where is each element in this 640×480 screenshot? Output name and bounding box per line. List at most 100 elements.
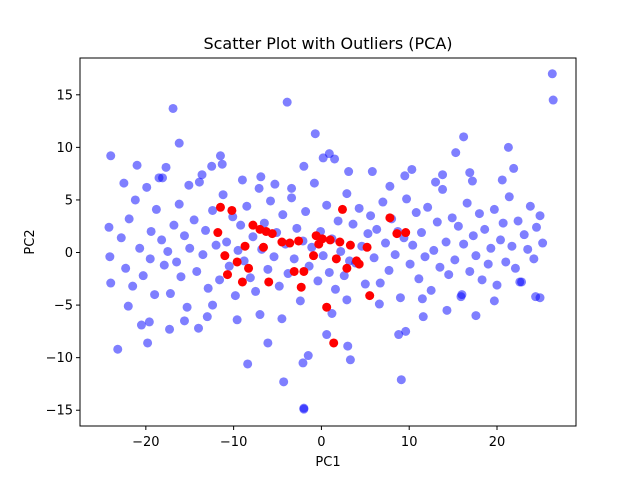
data-point bbox=[532, 222, 541, 232]
data-point bbox=[104, 222, 114, 232]
data-point bbox=[509, 163, 519, 173]
data-point bbox=[123, 301, 133, 311]
data-point bbox=[384, 265, 394, 275]
x-tick-label: −20 bbox=[132, 435, 159, 450]
data-point bbox=[202, 312, 212, 322]
data-point bbox=[232, 315, 242, 325]
data-point bbox=[416, 228, 426, 238]
data-point bbox=[144, 317, 154, 327]
data-point bbox=[345, 355, 355, 365]
outlier-point bbox=[215, 202, 225, 212]
data-point bbox=[176, 272, 186, 282]
data-point bbox=[307, 242, 317, 252]
data-point bbox=[504, 192, 514, 202]
data-point bbox=[274, 281, 284, 291]
data-point bbox=[342, 295, 352, 305]
data-point bbox=[462, 198, 472, 208]
data-point bbox=[189, 215, 199, 225]
data-point bbox=[513, 216, 523, 226]
data-point bbox=[378, 197, 388, 207]
data-point bbox=[318, 153, 328, 163]
data-point bbox=[525, 201, 535, 211]
data-point bbox=[395, 293, 405, 303]
data-point bbox=[322, 200, 332, 210]
data-point bbox=[278, 210, 288, 220]
data-point bbox=[339, 271, 349, 281]
outlier-point bbox=[277, 237, 287, 247]
data-point bbox=[381, 238, 390, 248]
data-point bbox=[309, 178, 319, 188]
data-point bbox=[270, 179, 280, 189]
data-point bbox=[523, 244, 533, 254]
y-tick-label: 5 bbox=[65, 193, 73, 208]
data-point bbox=[344, 167, 354, 177]
data-point bbox=[233, 245, 243, 255]
data-point bbox=[119, 178, 129, 188]
outlier-point bbox=[296, 282, 306, 292]
data-point bbox=[263, 264, 273, 274]
data-point bbox=[217, 159, 227, 169]
data-point bbox=[468, 231, 478, 241]
data-point bbox=[184, 180, 194, 190]
outlier-point bbox=[213, 228, 223, 238]
data-point bbox=[477, 275, 487, 285]
outlier-point bbox=[294, 236, 304, 246]
data-point bbox=[348, 219, 358, 229]
outlier-point bbox=[264, 277, 274, 287]
data-point bbox=[182, 302, 192, 312]
data-point bbox=[106, 151, 116, 161]
data-point bbox=[215, 275, 225, 285]
data-point bbox=[435, 262, 445, 272]
data-point bbox=[313, 276, 323, 286]
data-point bbox=[157, 235, 167, 245]
data-point bbox=[254, 183, 264, 193]
data-point bbox=[287, 183, 297, 193]
outlier-point bbox=[299, 266, 309, 276]
data-point bbox=[287, 193, 297, 203]
data-point bbox=[496, 235, 505, 245]
data-point bbox=[535, 211, 545, 221]
data-point bbox=[432, 217, 442, 227]
outlier-point bbox=[337, 204, 347, 214]
points-layer bbox=[104, 69, 558, 414]
data-point bbox=[207, 161, 217, 171]
data-point bbox=[289, 254, 299, 264]
data-point bbox=[142, 182, 152, 192]
data-point bbox=[208, 205, 218, 215]
x-axis-ticks: −20 −10 0 10 20 bbox=[132, 426, 505, 450]
x-tick-label: −10 bbox=[220, 435, 247, 450]
data-point bbox=[279, 377, 289, 387]
data-point bbox=[222, 237, 232, 247]
data-point bbox=[414, 274, 424, 284]
data-point bbox=[185, 243, 195, 253]
outlier-point bbox=[289, 266, 299, 276]
data-point bbox=[442, 305, 452, 315]
data-point bbox=[151, 204, 161, 214]
data-point bbox=[420, 252, 430, 262]
data-point bbox=[453, 221, 463, 231]
outlier-point bbox=[325, 235, 335, 245]
data-point bbox=[324, 267, 334, 277]
data-point bbox=[336, 246, 346, 256]
y-tick-label: 10 bbox=[56, 141, 73, 156]
data-point bbox=[396, 375, 406, 385]
outlier-point bbox=[222, 270, 232, 280]
data-point bbox=[474, 209, 484, 219]
data-point bbox=[375, 278, 385, 288]
y-axis-label: PC2 bbox=[23, 229, 38, 254]
data-point bbox=[498, 218, 508, 228]
data-point bbox=[547, 69, 557, 79]
outlier-point bbox=[322, 302, 332, 312]
data-point bbox=[132, 160, 142, 170]
data-point bbox=[230, 291, 240, 301]
data-point bbox=[303, 351, 313, 361]
y-tick-label: −5 bbox=[54, 299, 73, 314]
data-point bbox=[174, 199, 184, 209]
outlier-point bbox=[227, 205, 237, 215]
data-point bbox=[342, 189, 352, 199]
data-point bbox=[239, 256, 249, 266]
data-point bbox=[138, 271, 148, 281]
outlier-point bbox=[365, 291, 375, 301]
data-point bbox=[179, 316, 189, 326]
data-point bbox=[354, 203, 364, 213]
